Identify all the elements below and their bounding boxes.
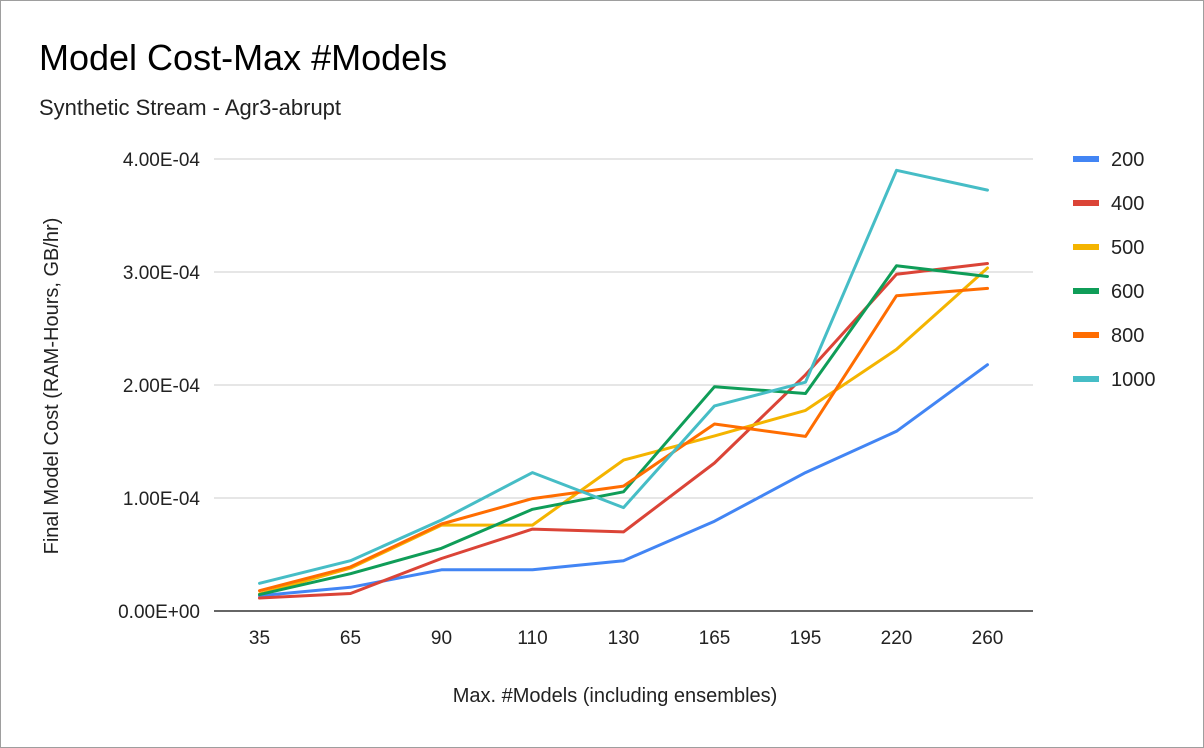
axes: 0.00E+00 1.00E-04 2.00E-04 3.00E-04 4.00E-04… (118, 150, 1033, 649)
y-tick-label: 2.00E-04 (123, 376, 201, 397)
x-tick-label: 130 (608, 628, 640, 649)
x-tick-label: 35 (249, 628, 270, 649)
x-axis-title: Max. #Models (including ensembles) (453, 685, 778, 707)
x-tick-label: 220 (881, 628, 913, 649)
x-tick-label: 90 (431, 628, 452, 649)
chart-title: Model Cost-Max #Models (39, 37, 448, 78)
legend-label: 1000 (1111, 369, 1156, 391)
y-axis-title: Final Model Cost (RAM-Hours, GB/hr) (41, 218, 63, 555)
x-tick-label: 110 (517, 628, 547, 649)
legend-label: 800 (1111, 325, 1144, 347)
gridlines (214, 158, 1033, 499)
series-line-1000 (258, 168, 989, 585)
legend: 200 400 500 600 800 1000 (1073, 149, 1156, 391)
x-tick-label: 165 (699, 628, 731, 649)
series-line-500 (258, 266, 989, 596)
y-tick-label: 0.00E+00 (118, 602, 200, 623)
chart-subtitle: Synthetic Stream - Agr3-abrupt (39, 95, 342, 120)
series-line-400 (258, 262, 989, 600)
x-tick-label: 195 (790, 628, 822, 649)
x-tick-label: 65 (340, 628, 361, 649)
series-line-600 (258, 264, 989, 597)
x-tick-label: 260 (972, 628, 1004, 649)
series-line-800 (258, 286, 989, 593)
series-lines (258, 168, 989, 600)
y-tick-label: 3.00E-04 (123, 263, 201, 284)
legend-label: 500 (1111, 237, 1144, 259)
y-tick-label: 4.00E-04 (123, 150, 201, 171)
legend-label: 600 (1111, 281, 1144, 303)
y-tick-label: 1.00E-04 (123, 489, 201, 510)
legend-label: 400 (1111, 193, 1144, 215)
legend-label: 200 (1111, 149, 1144, 171)
